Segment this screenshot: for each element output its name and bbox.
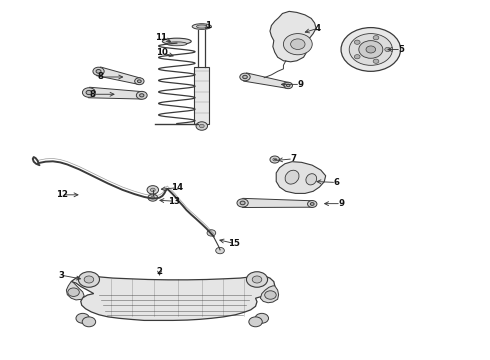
Polygon shape — [88, 87, 142, 99]
Circle shape — [147, 186, 159, 194]
Text: 5: 5 — [398, 45, 404, 54]
Text: 8: 8 — [90, 90, 96, 99]
Circle shape — [82, 317, 96, 327]
Text: 4: 4 — [315, 24, 321, 33]
Circle shape — [308, 201, 317, 207]
Ellipse shape — [192, 24, 211, 30]
Polygon shape — [243, 198, 312, 207]
Circle shape — [243, 75, 247, 79]
Circle shape — [252, 276, 262, 283]
Circle shape — [373, 36, 379, 40]
Circle shape — [385, 48, 391, 51]
Ellipse shape — [162, 38, 191, 45]
Text: 2: 2 — [156, 266, 163, 275]
Polygon shape — [276, 162, 326, 193]
Circle shape — [76, 313, 89, 323]
Circle shape — [138, 80, 141, 82]
Text: 13: 13 — [168, 197, 180, 206]
Circle shape — [140, 94, 144, 97]
Text: 9: 9 — [297, 80, 303, 89]
Circle shape — [148, 194, 158, 201]
Circle shape — [207, 230, 216, 236]
Circle shape — [373, 59, 379, 63]
Circle shape — [249, 317, 262, 327]
Circle shape — [196, 122, 208, 130]
Polygon shape — [71, 276, 275, 320]
Circle shape — [310, 203, 314, 205]
Text: 14: 14 — [171, 183, 183, 192]
Circle shape — [366, 46, 376, 53]
Circle shape — [135, 78, 144, 85]
Circle shape — [136, 91, 147, 99]
Text: 9: 9 — [338, 199, 344, 208]
Text: 10: 10 — [156, 49, 169, 58]
Text: 3: 3 — [59, 271, 65, 280]
Circle shape — [283, 33, 312, 55]
Circle shape — [151, 196, 155, 199]
Circle shape — [354, 40, 360, 44]
Circle shape — [270, 156, 280, 163]
Polygon shape — [260, 286, 279, 303]
Circle shape — [68, 288, 79, 296]
Text: 11: 11 — [155, 33, 167, 42]
Circle shape — [240, 201, 245, 205]
Circle shape — [199, 124, 204, 128]
Circle shape — [287, 84, 290, 87]
Circle shape — [284, 82, 293, 89]
Ellipse shape — [306, 174, 317, 185]
Circle shape — [96, 69, 101, 73]
Polygon shape — [270, 12, 316, 62]
Ellipse shape — [285, 170, 299, 184]
Circle shape — [354, 55, 360, 59]
Circle shape — [150, 188, 155, 192]
Circle shape — [93, 67, 104, 76]
Polygon shape — [97, 67, 141, 84]
Circle shape — [240, 73, 250, 81]
Circle shape — [359, 41, 383, 58]
Circle shape — [246, 272, 268, 287]
Text: 1: 1 — [205, 21, 212, 30]
Circle shape — [86, 90, 92, 95]
Circle shape — [255, 313, 269, 323]
Circle shape — [78, 272, 99, 287]
Text: 12: 12 — [55, 190, 68, 199]
Text: 7: 7 — [290, 154, 296, 163]
Circle shape — [84, 276, 94, 283]
Polygon shape — [244, 73, 289, 88]
Circle shape — [237, 199, 248, 207]
Circle shape — [341, 28, 401, 71]
Polygon shape — [66, 282, 84, 300]
Circle shape — [82, 88, 96, 97]
Circle shape — [265, 291, 276, 299]
FancyBboxPatch shape — [194, 67, 209, 123]
Circle shape — [273, 158, 277, 161]
Circle shape — [216, 247, 224, 254]
Ellipse shape — [167, 42, 187, 46]
Text: 8: 8 — [98, 72, 104, 81]
Text: 15: 15 — [228, 239, 241, 248]
Circle shape — [349, 33, 392, 65]
Ellipse shape — [196, 25, 207, 28]
Text: 6: 6 — [333, 178, 339, 187]
Circle shape — [291, 39, 305, 49]
